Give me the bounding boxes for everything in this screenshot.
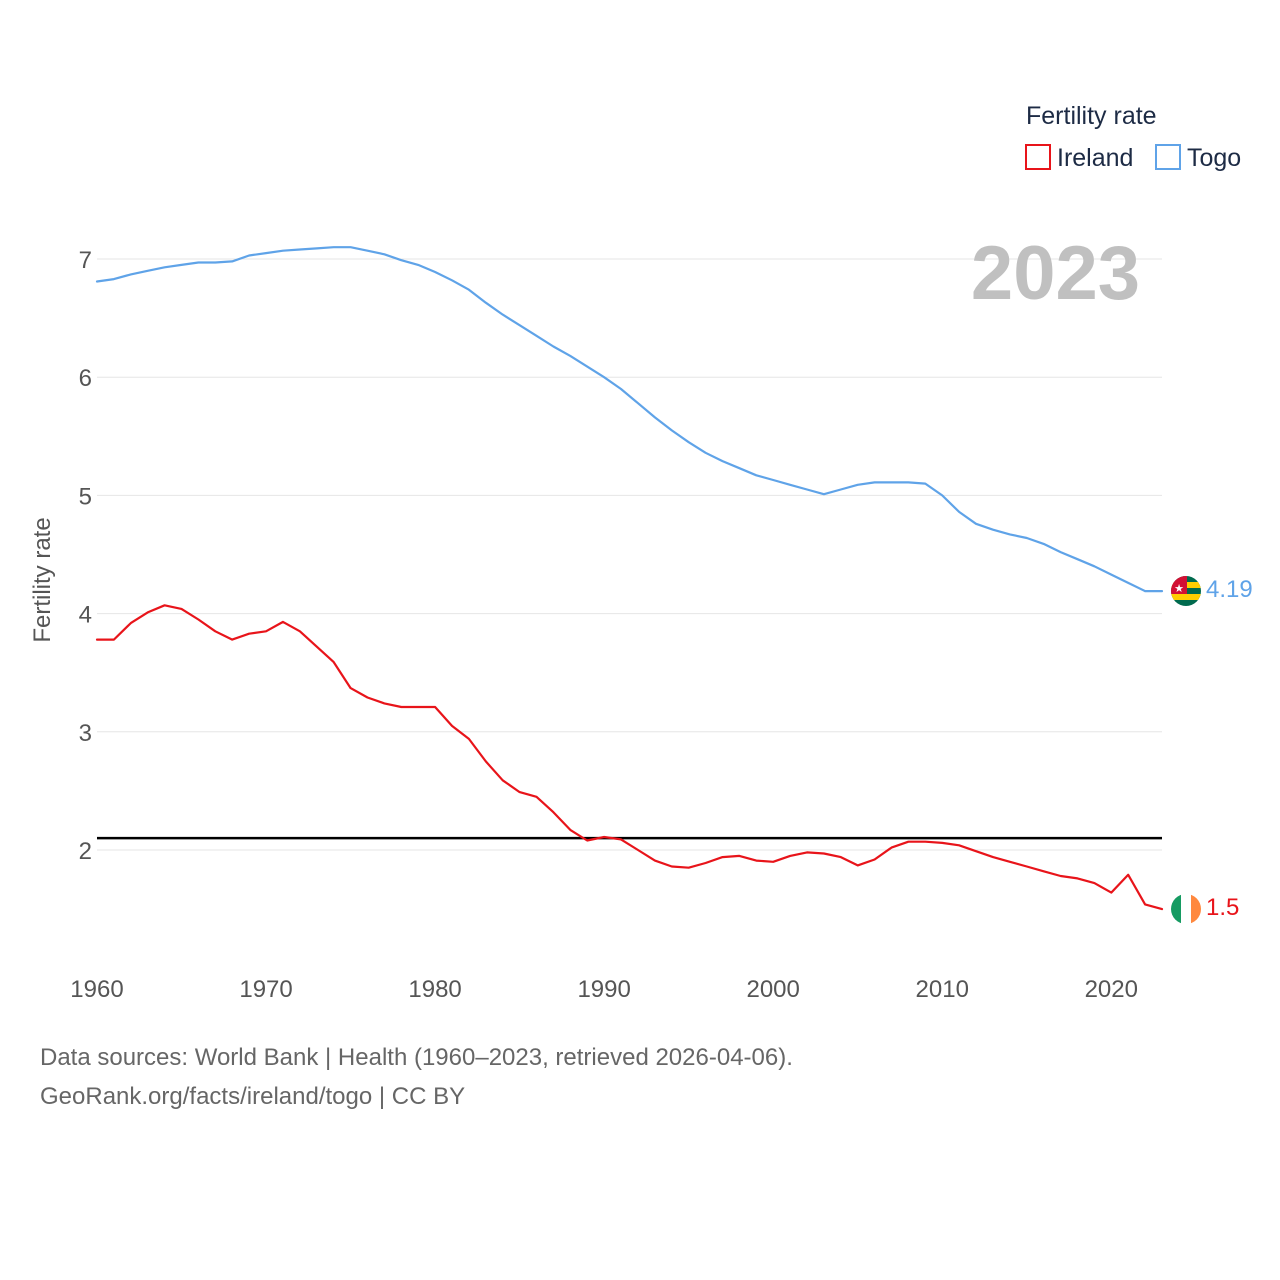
x-axis-ticks: 1960 1970 1980 1990 2000 2010 2020 [70, 976, 1138, 1003]
series-line-togo [95, 246, 1164, 593]
footer-sources: Data sources: World Bank | Health (1960–… [40, 1044, 793, 1071]
legend-swatch-ireland [1025, 144, 1051, 170]
y-tick-label: 3 [79, 720, 92, 747]
legend-item-togo[interactable]: Togo [1155, 144, 1241, 172]
togo-flag-icon: ★ [1171, 576, 1201, 606]
x-tick-label: 2000 [746, 976, 799, 1003]
x-tick-label: 1990 [577, 976, 630, 1003]
svg-text:★: ★ [1174, 582, 1184, 595]
legend-label-ireland: Ireland [1057, 144, 1133, 172]
ireland-end-value: 1.5 [1206, 894, 1239, 921]
legend-item-ireland[interactable]: Ireland [1025, 144, 1133, 172]
legend-swatch-togo [1155, 144, 1181, 170]
y-tick-label: 7 [79, 247, 92, 274]
x-tick-label: 1980 [408, 976, 461, 1003]
x-tick-label: 2010 [916, 976, 969, 1003]
series-lines [95, 246, 1164, 911]
y-axis-title: Fertility rate [29, 517, 56, 642]
legend-title: Fertility rate [1026, 102, 1157, 130]
y-tick-label: 4 [79, 602, 92, 629]
gridlines [97, 258, 1162, 851]
legend: Fertility rate Ireland Togo [1025, 102, 1241, 172]
series-line-ireland [95, 604, 1164, 911]
x-tick-label: 2020 [1085, 976, 1138, 1003]
togo-end-value: 4.19 [1206, 576, 1253, 603]
legend-label-togo: Togo [1187, 144, 1241, 172]
year-label: 2023 [971, 231, 1140, 316]
footer-attribution[interactable]: GeoRank.org/facts/ireland/togo | CC BY [40, 1083, 466, 1110]
y-tick-label: 2 [79, 838, 92, 865]
x-tick-label: 1960 [70, 976, 123, 1003]
x-tick-label: 1970 [239, 976, 292, 1003]
ireland-flag-icon [1171, 894, 1201, 924]
y-tick-label: 6 [79, 365, 92, 392]
y-axis-ticks: 2 3 4 5 6 7 [79, 247, 92, 865]
y-tick-label: 5 [79, 483, 92, 510]
